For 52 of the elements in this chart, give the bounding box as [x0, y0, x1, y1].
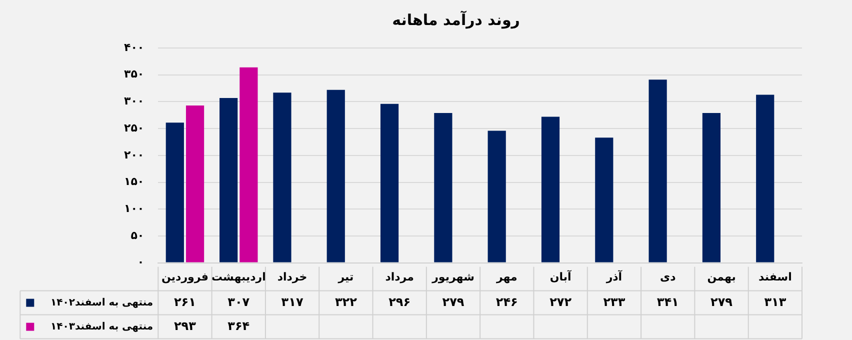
legend-label: منتهی به اسفند۱۴۰۳ [50, 321, 154, 332]
data-label: ۳۴۱ [656, 294, 679, 309]
x-tick-label: آبان [550, 269, 572, 284]
x-tick-label: اسفند [758, 270, 792, 284]
bar [273, 92, 292, 262]
bar [220, 98, 238, 262]
x-tick-label: مرداد [385, 270, 414, 284]
data-label: ۲۹۳ [174, 318, 197, 333]
data-label: ۲۹۶ [388, 294, 411, 309]
y-tick-label: ۲۵۰ [124, 121, 144, 134]
data-label: ۳۰۷ [228, 294, 250, 309]
bar [186, 105, 204, 262]
data-label: ۲۷۹ [442, 294, 465, 309]
bar [756, 94, 774, 262]
bar [326, 90, 345, 262]
data-label: ۳۶۴ [228, 318, 250, 333]
y-tick-label: ۱۵۰ [124, 175, 144, 188]
bar [541, 116, 560, 262]
bar [595, 138, 614, 262]
y-tick-label: ۴۰۰ [124, 40, 144, 54]
y-tick-label: ۳۵۰ [124, 68, 144, 81]
x-tick-label: فروردین [162, 270, 208, 284]
x-tick-label: خرداد [277, 270, 308, 284]
y-tick-label: ۳۰۰ [124, 94, 144, 108]
x-tick-label: مهر [495, 270, 518, 284]
x-tick-label: اردیبهشت [211, 270, 266, 284]
bar [166, 122, 184, 262]
y-tick-label: ۰ [137, 256, 144, 269]
data-label: ۲۳۳ [603, 294, 626, 309]
legend-label: منتهی به اسفند۱۴۰۲ [50, 297, 154, 308]
bar [488, 130, 506, 262]
x-tick-label: شهریور [431, 270, 474, 284]
data-label: ۲۷۲ [550, 294, 572, 309]
x-tick-label: آذر [605, 269, 622, 284]
data-label: ۳۱۷ [281, 294, 304, 309]
data-label: ۳۲۲ [334, 294, 358, 309]
bar [240, 67, 258, 262]
data-label: ۳۱۳ [764, 294, 787, 309]
bar [648, 80, 667, 262]
bar [380, 104, 399, 262]
y-tick-label: ۱۰۰ [124, 202, 144, 215]
y-tick-label: ۵۰ [130, 228, 144, 242]
chart-title: روند درآمد ماهانه [392, 10, 520, 29]
x-tick-label: دی [660, 270, 676, 284]
bar [434, 112, 452, 262]
y-tick-label: ۲۰۰ [124, 148, 144, 162]
x-tick-label: بهمن [707, 270, 736, 284]
bar [702, 112, 721, 262]
data-label: ۲۴۶ [496, 294, 518, 309]
data-label: ۲۷۹ [710, 294, 734, 309]
x-tick-label: تیر [337, 270, 354, 284]
data-label: ۲۶۱ [174, 294, 196, 309]
